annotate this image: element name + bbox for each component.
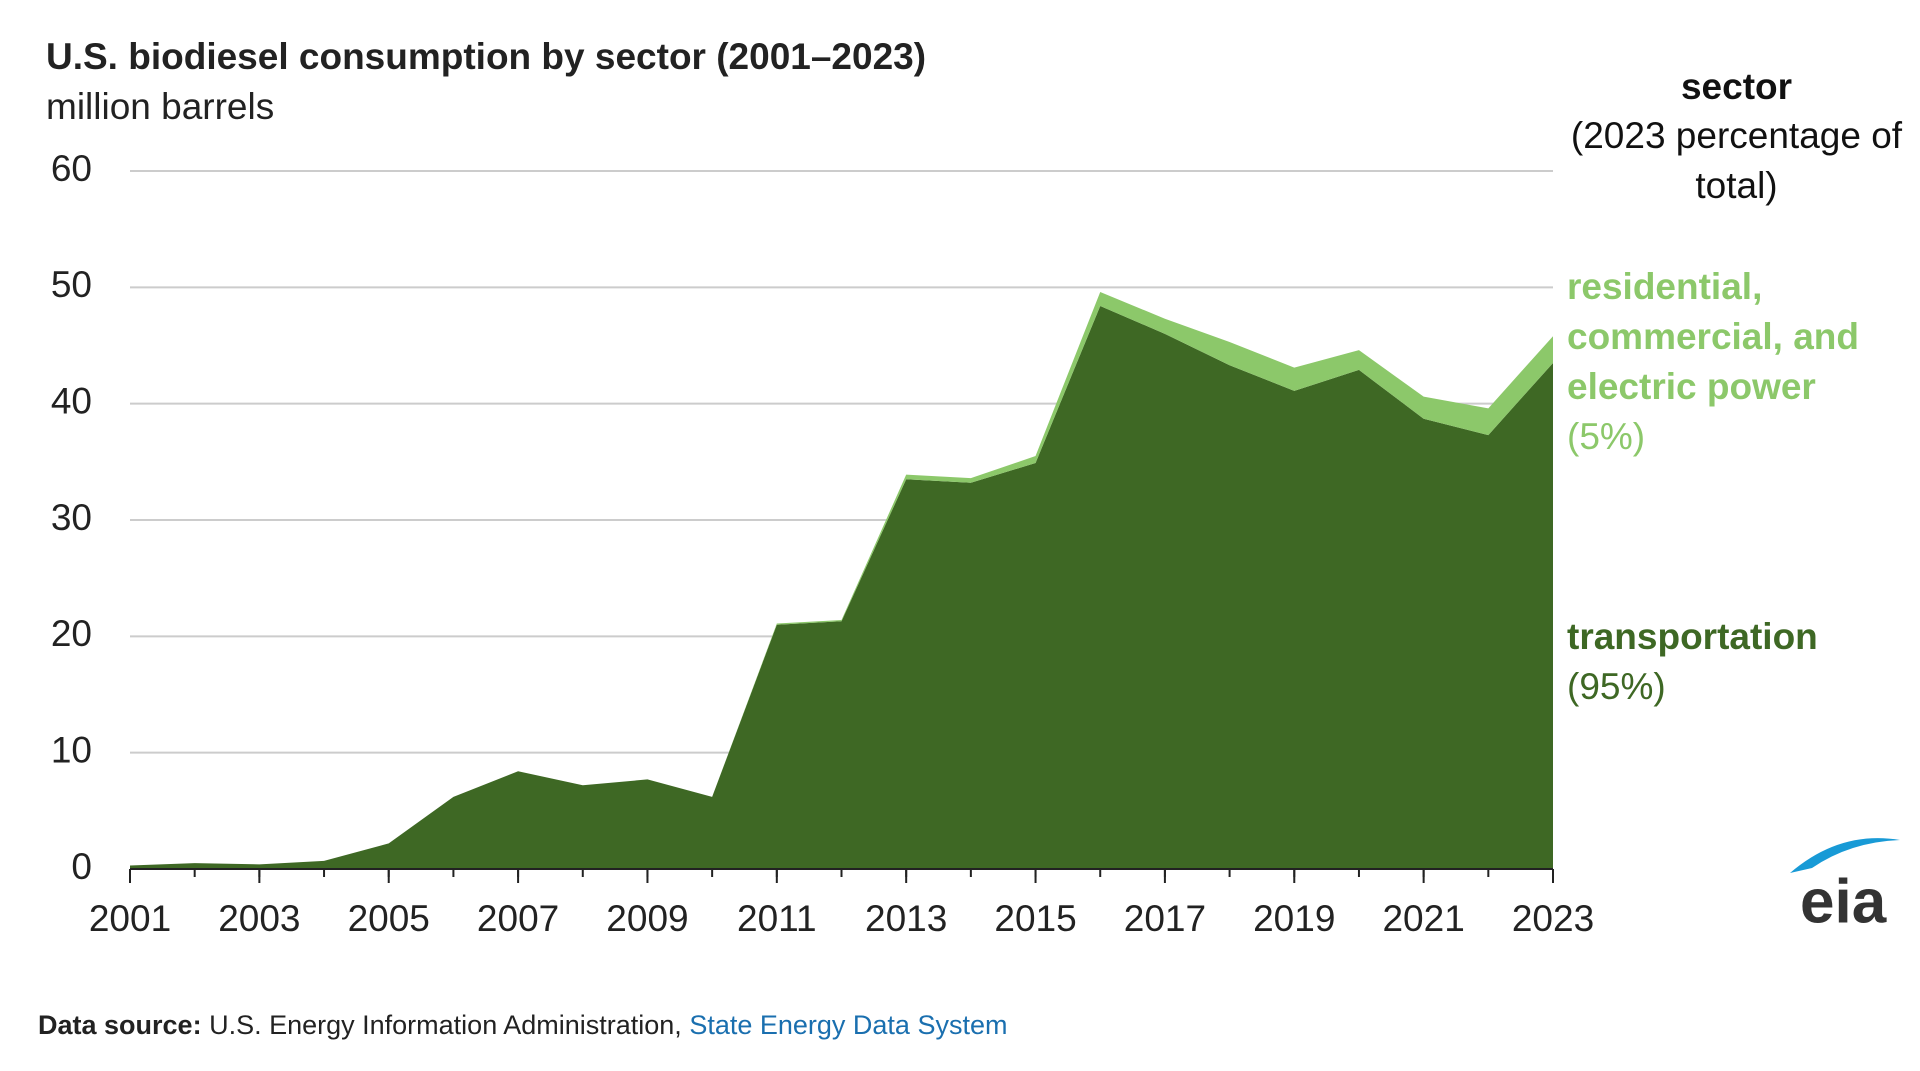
chart-title: U.S. biodiesel consumption by sector (20…: [46, 36, 926, 77]
y-tick-label: 0: [71, 846, 92, 887]
logo-text: eia: [1800, 867, 1887, 936]
legend-subtitle: (2023 percentage of total): [1570, 115, 1903, 206]
y-tick-label: 40: [51, 380, 92, 421]
x-tick-label: 2019: [1253, 898, 1335, 939]
legend-label: transportation: [1567, 616, 1818, 657]
x-tick-label: 2003: [218, 898, 300, 939]
x-tick-label: 2007: [477, 898, 559, 939]
x-tick-label: 2009: [606, 898, 688, 939]
chart-subtitle: million barrels: [46, 86, 274, 127]
x-tick-label: 2013: [865, 898, 947, 939]
area: [130, 305, 1553, 869]
y-tick-label: 30: [51, 497, 92, 538]
legend-share: (95%): [1567, 666, 1666, 707]
source-link[interactable]: State Energy Data System: [689, 1010, 1008, 1040]
source-text: U.S. Energy Information Administration,: [209, 1010, 682, 1040]
y-tick-label: 10: [51, 729, 92, 770]
legend-title: sector: [1680, 66, 1793, 107]
y-tick-label: 20: [51, 613, 92, 654]
x-tick-label: 2015: [994, 898, 1076, 939]
source: Data source: U.S. Energy Information Adm…: [38, 1010, 1007, 1041]
x-tick-label: 2001: [89, 898, 171, 939]
legend-share: (5%): [1567, 416, 1646, 457]
logo: eia: [1790, 838, 1900, 936]
x-tick-label: 2005: [348, 898, 430, 939]
x-tick-label: 2017: [1124, 898, 1206, 939]
source-label: Data source:: [38, 1010, 202, 1040]
x-tick-label: 2023: [1512, 898, 1594, 939]
x-tick-label: 2021: [1382, 898, 1464, 939]
logo-arc: [1790, 838, 1900, 873]
y-tick-label: 50: [51, 264, 92, 305]
y-tick-label: 60: [51, 148, 92, 189]
x-tick-label: 2011: [737, 898, 817, 939]
legend-label: residential, commercial, and electric po…: [1567, 266, 1860, 407]
